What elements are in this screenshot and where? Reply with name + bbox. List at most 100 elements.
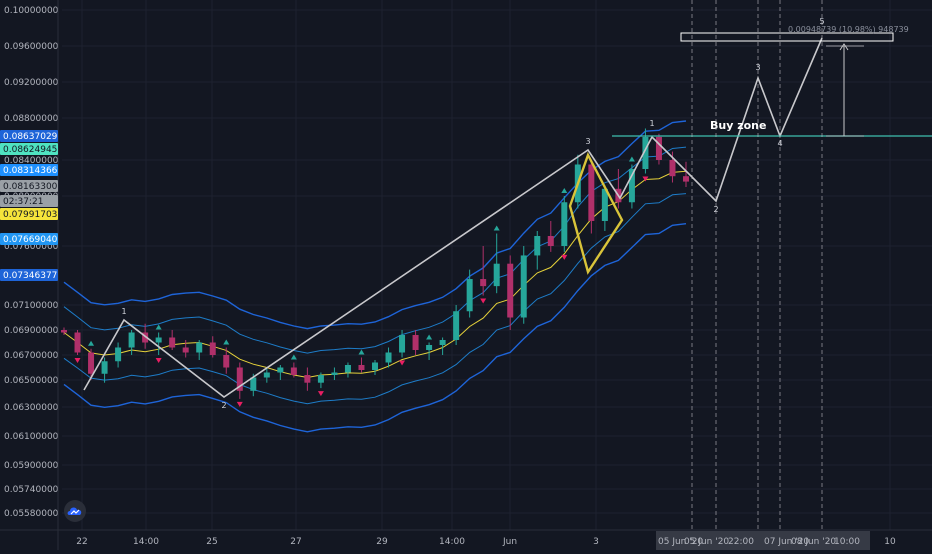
time-badge: 07 Jun '20 bbox=[764, 537, 809, 547]
signal-down-marker bbox=[480, 298, 487, 304]
price-badge bbox=[0, 180, 58, 192]
signal-down-marker bbox=[317, 391, 324, 397]
price-badge bbox=[0, 233, 58, 245]
signal-markers bbox=[74, 156, 649, 407]
time-badge: 08 Jun '20 bbox=[791, 537, 836, 547]
time-tick-label: Jun bbox=[502, 537, 517, 547]
candle-body bbox=[655, 136, 662, 160]
price-badge bbox=[0, 164, 58, 176]
measure-box bbox=[680, 32, 894, 42]
candle-body bbox=[250, 377, 257, 391]
price-badge-label: 0.08314366 bbox=[3, 166, 58, 176]
candle-body bbox=[547, 236, 554, 246]
measure-readout: 0.00948739 (10.98%) 948739 bbox=[788, 25, 909, 34]
candle-body bbox=[304, 375, 311, 383]
wave-count-label: 3 bbox=[585, 137, 590, 146]
wave-count-label: 3 bbox=[755, 63, 760, 72]
price-tick-label: 0.10000000 bbox=[4, 6, 59, 16]
candle-body bbox=[453, 311, 460, 340]
time-tick-label: 10 bbox=[884, 537, 896, 547]
time-tick-label: 29 bbox=[376, 537, 388, 547]
time-badge: 22:00 bbox=[728, 537, 754, 547]
candle-body bbox=[385, 352, 392, 363]
upper-inner-band bbox=[63, 146, 687, 354]
price-tick-label: 0.06900000 bbox=[4, 326, 59, 336]
candle-body bbox=[263, 372, 270, 378]
candle-body bbox=[209, 342, 216, 355]
wave-count-label: 1 bbox=[121, 307, 126, 316]
wave-count-label: 1 bbox=[649, 119, 654, 128]
time-tick-label: 3 bbox=[593, 537, 599, 547]
candle-body bbox=[358, 365, 365, 370]
buy-zone-label: Buy zone bbox=[710, 119, 766, 132]
time-tick-label: 14:00 bbox=[133, 537, 159, 547]
price-tick-label: 0.06500000 bbox=[4, 376, 59, 386]
logo-icon[interactable] bbox=[64, 500, 86, 522]
wave-count-label: 2 bbox=[221, 401, 226, 410]
price-tick-label: 0.09200000 bbox=[4, 78, 59, 88]
price-tick-label: 0.05740000 bbox=[4, 485, 59, 495]
price-tick-label: 0.07600000 bbox=[4, 242, 59, 252]
candle-body bbox=[426, 345, 433, 350]
signal-up-marker bbox=[155, 324, 162, 330]
price-tick-label: 0.07100000 bbox=[4, 301, 59, 311]
price-badge bbox=[0, 143, 58, 155]
wave-count-label: 2 bbox=[713, 205, 718, 214]
price-tick-label: 0.06700000 bbox=[4, 351, 59, 361]
price-badge-label: 02:37:21 bbox=[3, 197, 43, 207]
candle-body bbox=[101, 361, 108, 374]
price-badge-label: 0.07991703 bbox=[3, 210, 57, 220]
diamond-pattern bbox=[568, 152, 624, 275]
candle-body bbox=[277, 367, 284, 373]
price-tick-label: 0.08400000 bbox=[4, 156, 59, 166]
signal-up-marker bbox=[426, 334, 433, 340]
candle-body bbox=[399, 335, 406, 353]
candle-body bbox=[439, 340, 446, 345]
time-badge: 05 Jun '20 bbox=[684, 537, 729, 547]
signal-down-marker bbox=[155, 358, 162, 363]
signal-up-marker bbox=[88, 340, 95, 346]
candle-body bbox=[480, 279, 487, 287]
candle-body bbox=[223, 355, 230, 368]
price-tick-label: 0.05580000 bbox=[4, 509, 59, 519]
candle-body bbox=[412, 335, 419, 350]
signal-down-marker bbox=[236, 401, 243, 407]
candle-body bbox=[236, 367, 243, 391]
candle-body bbox=[466, 279, 473, 312]
signal-up-marker bbox=[628, 156, 635, 162]
signal-up-marker bbox=[358, 349, 365, 355]
signal-down-marker bbox=[642, 176, 649, 182]
candle-body bbox=[331, 372, 338, 375]
candle-body bbox=[317, 375, 324, 383]
candles bbox=[61, 128, 689, 399]
candle-body bbox=[669, 160, 676, 177]
signal-down-marker bbox=[74, 358, 81, 363]
time-tick-label: 25 bbox=[206, 537, 217, 547]
candle-body bbox=[534, 236, 541, 256]
candle-body bbox=[683, 176, 689, 182]
candle-body bbox=[196, 342, 203, 353]
candle-body bbox=[155, 337, 162, 343]
candle-body bbox=[61, 330, 67, 333]
price-badge bbox=[0, 208, 58, 220]
time-tick-label: 22 bbox=[76, 537, 87, 547]
candle-body bbox=[142, 332, 149, 343]
signal-up-marker bbox=[223, 339, 230, 345]
upper-outer-band bbox=[63, 120, 687, 330]
price-tick-label: 0.05900000 bbox=[4, 461, 59, 471]
time-tick-label: 27 bbox=[290, 537, 301, 547]
candle-body bbox=[182, 347, 189, 353]
price-badge bbox=[0, 269, 58, 281]
candle-body bbox=[372, 362, 378, 370]
candle-body bbox=[561, 202, 568, 246]
price-badge bbox=[0, 195, 58, 207]
price-tick-label: 0.06100000 bbox=[4, 432, 59, 442]
price-tick-label: 0.06300000 bbox=[4, 403, 59, 413]
price-badge-label: 0.08163300 bbox=[3, 182, 58, 192]
